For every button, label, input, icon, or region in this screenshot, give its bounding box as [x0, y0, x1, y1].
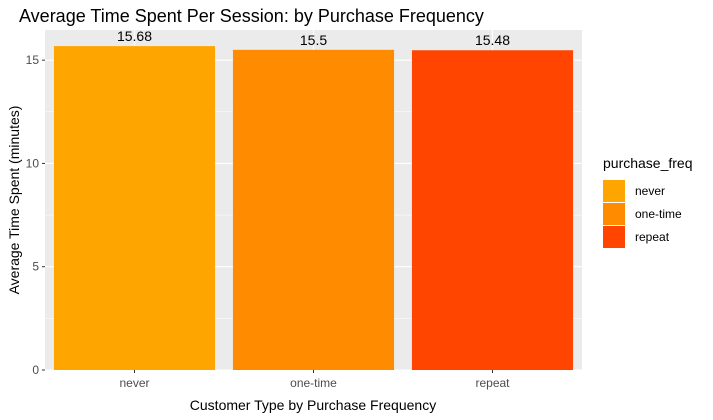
- legend-label-never: never: [635, 184, 665, 198]
- legend-label-one-time: one-time: [635, 207, 682, 221]
- data-label-never: 15.68: [117, 28, 152, 44]
- y-tick-label: 5: [32, 260, 39, 274]
- y-axis: 0 5 10 15: [26, 53, 45, 377]
- bars-group: [53, 46, 574, 370]
- legend-key-never: [603, 180, 625, 202]
- legend-key-repeat: [603, 226, 625, 248]
- x-tick-label: repeat: [475, 376, 510, 390]
- legend-label-repeat: repeat: [635, 230, 670, 244]
- chart-title: Average Time Spent Per Session: by Purch…: [19, 6, 484, 26]
- data-label-one-time: 15.5: [300, 32, 327, 48]
- data-labels-group: 15.68 15.5 15.48: [117, 28, 510, 48]
- bar-never: [53, 46, 216, 370]
- y-tick-label: 15: [26, 53, 40, 67]
- x-axis: never one-time repeat: [119, 370, 510, 390]
- x-axis-title: Customer Type by Purchase Frequency: [190, 397, 436, 413]
- legend-title: purchase_freq: [603, 155, 693, 171]
- x-tick-label: one-time: [290, 376, 337, 390]
- legend-key-one-time: [603, 203, 625, 225]
- y-tick-label: 0: [32, 363, 39, 377]
- y-tick-label: 10: [26, 156, 40, 170]
- bar-one-time: [232, 49, 395, 370]
- bar-repeat: [411, 50, 574, 370]
- y-axis-title: Average Time Spent (minutes): [6, 106, 22, 295]
- data-label-repeat: 15.48: [475, 32, 510, 48]
- x-tick-label: never: [119, 376, 149, 390]
- legend: purchase_freq never one-time repeat: [603, 155, 693, 248]
